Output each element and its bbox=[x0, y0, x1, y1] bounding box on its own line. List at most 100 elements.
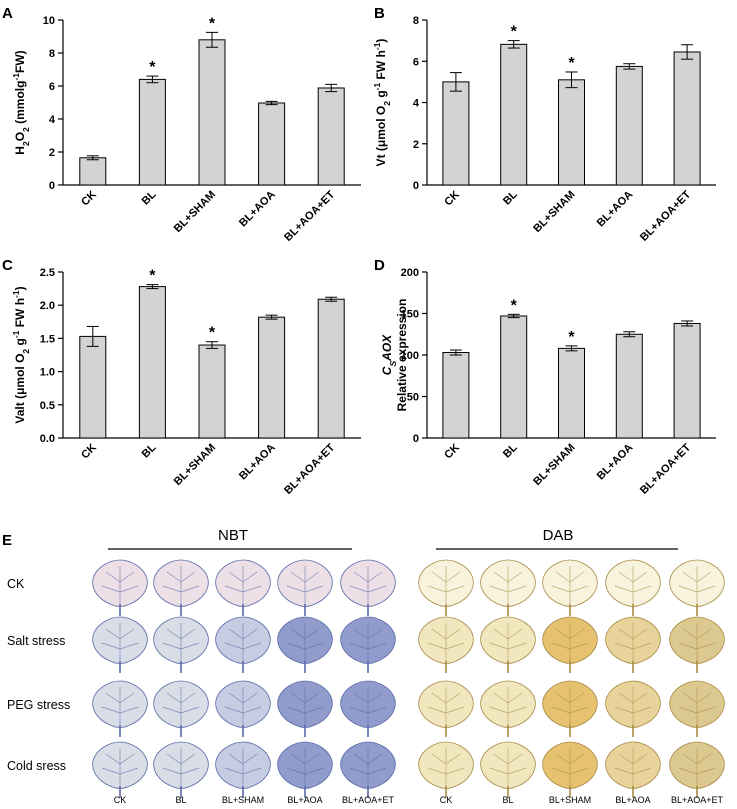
y-tick-label: 0.0 bbox=[40, 433, 55, 445]
y-tick-label: 2 bbox=[49, 147, 55, 159]
bar bbox=[138, 286, 166, 439]
bar bbox=[500, 43, 528, 186]
dab-leaf bbox=[542, 616, 598, 673]
leaf-veins bbox=[162, 687, 200, 725]
chart-panel-a: A 0 2 4 6 8 10 H2O2 (mmolg-1FW) CK * BL * BL+SHAM BL+… bbox=[2, 5, 361, 244]
dab-leaf bbox=[418, 616, 474, 673]
panel-letter-e: E bbox=[2, 532, 12, 549]
nbt-leaf bbox=[92, 741, 148, 798]
significance-marker: * bbox=[568, 329, 575, 346]
dab-leaf bbox=[542, 559, 598, 616]
panel-letter: A bbox=[2, 5, 13, 22]
nbt-leaf bbox=[153, 741, 209, 798]
leaf-veins bbox=[101, 623, 139, 661]
dab-leaf bbox=[542, 741, 598, 798]
bar bbox=[317, 87, 345, 186]
leaf-veins bbox=[489, 623, 527, 661]
leaf-veins bbox=[349, 748, 387, 786]
column-label: BL+AOA bbox=[615, 795, 650, 805]
y-tick-label: 150 bbox=[401, 309, 419, 321]
category-label: BL bbox=[140, 441, 159, 460]
nbt-leaf bbox=[92, 559, 148, 616]
dab-leaf bbox=[480, 680, 536, 737]
bar bbox=[79, 157, 107, 186]
leaf-veins bbox=[349, 566, 387, 604]
column-label: BL+AOA bbox=[287, 795, 322, 805]
leaf-veins bbox=[551, 687, 589, 725]
nbt-leaf bbox=[277, 741, 333, 798]
dab-leaf bbox=[418, 559, 474, 616]
leaf-veins bbox=[224, 748, 262, 786]
chart-panel-c: C 0.0 0.5 1.0 1.5 2.0 2.5 Valt (μmol O2 g-1 FW … bbox=[2, 257, 361, 497]
bar bbox=[442, 352, 470, 439]
leaf-veins bbox=[286, 748, 324, 786]
y-axis-label: Relative expression bbox=[395, 299, 409, 412]
nbt-leaf bbox=[277, 559, 333, 616]
category-label: CK bbox=[79, 189, 99, 209]
staining-panel: E NBT DAB CK Salt stress PEG stress Cold sr… bbox=[2, 527, 725, 805]
dab-leaf bbox=[605, 559, 661, 616]
category-label: BL+AOA+ET bbox=[282, 441, 337, 496]
row-labels: CK Salt stress PEG stress Cold sress bbox=[7, 577, 70, 773]
category-label: BL+SHAM bbox=[531, 442, 577, 488]
leaf-veins bbox=[678, 687, 716, 725]
row-label: Salt stress bbox=[7, 634, 65, 648]
column-label: BL bbox=[502, 795, 513, 805]
y-tick-label: 2.5 bbox=[40, 267, 55, 279]
y-tick-label: 50 bbox=[407, 392, 419, 404]
bar bbox=[138, 78, 166, 186]
dab-leaf bbox=[480, 741, 536, 798]
dab-leaf bbox=[605, 616, 661, 673]
bar bbox=[258, 316, 286, 439]
dab-leaf bbox=[605, 680, 661, 737]
dab-leaf bbox=[418, 680, 474, 737]
chart-panel-b: B 0 2 4 6 8 Vt (μmol O2 g-1 FW h-1) CK * BL * BL+SH… bbox=[372, 5, 716, 244]
dab-header: DAB bbox=[543, 527, 574, 544]
column-label: BL bbox=[175, 795, 186, 805]
nbt-leaf bbox=[153, 616, 209, 673]
category-label: BL+AOA bbox=[237, 442, 278, 483]
column-label: BL+SHAM bbox=[222, 795, 264, 805]
y-tick-label: 0 bbox=[49, 180, 55, 192]
leaf-veins bbox=[489, 687, 527, 725]
bar bbox=[317, 298, 345, 439]
y-tick-label: 0.5 bbox=[40, 400, 55, 412]
leaf-veins bbox=[427, 566, 465, 604]
category-label: BL bbox=[501, 441, 520, 460]
leaf-veins bbox=[162, 566, 200, 604]
leaf-veins bbox=[224, 687, 262, 725]
leaf-veins bbox=[349, 687, 387, 725]
category-label: BL+AOA bbox=[595, 189, 636, 230]
dab-leaf bbox=[669, 680, 725, 737]
category-label: BL+AOA+ET bbox=[638, 188, 693, 243]
leaf-veins bbox=[489, 748, 527, 786]
leaf-veins bbox=[489, 566, 527, 604]
nbt-leaf bbox=[277, 616, 333, 673]
row-label: Cold sress bbox=[7, 759, 66, 773]
leaf-veins bbox=[101, 566, 139, 604]
significance-marker: * bbox=[149, 268, 156, 285]
y-tick-label: 4 bbox=[413, 98, 420, 110]
bar bbox=[558, 347, 585, 439]
y-tick-label: 6 bbox=[413, 56, 419, 68]
leaf-veins bbox=[427, 623, 465, 661]
leaf-veins bbox=[614, 687, 652, 725]
bar bbox=[615, 65, 643, 186]
column-label: BL+AOA+ET bbox=[671, 795, 724, 805]
category-label: BL+AOA+ET bbox=[282, 188, 337, 243]
y-tick-label: 8 bbox=[49, 48, 55, 60]
category-label: BL bbox=[501, 188, 520, 207]
leaf-grid bbox=[92, 559, 725, 798]
column-labels: CK BL BL+SHAM BL+AOA BL+AOA+ET CK BL BL+SHAM BL+… bbox=[114, 795, 724, 805]
bar bbox=[79, 335, 107, 439]
dab-leaf bbox=[605, 741, 661, 798]
significance-marker: * bbox=[209, 15, 216, 32]
category-label: CK bbox=[442, 189, 462, 209]
column-label: CK bbox=[440, 795, 453, 805]
dab-leaf bbox=[669, 616, 725, 673]
panel-letter: C bbox=[2, 257, 13, 274]
category-label: BL+SHAM bbox=[172, 442, 218, 488]
nbt-leaf bbox=[215, 680, 271, 737]
nbt-leaf bbox=[215, 559, 271, 616]
dab-leaf bbox=[669, 559, 725, 616]
